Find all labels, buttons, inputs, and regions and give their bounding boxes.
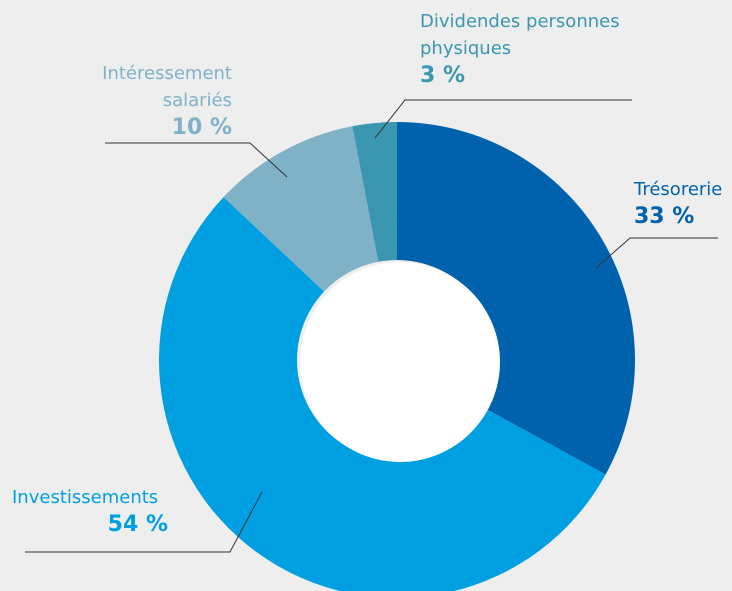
slice — [397, 122, 636, 475]
slice-label: Investissements 54 % — [12, 484, 168, 539]
slice — [158, 197, 606, 591]
slice — [352, 122, 397, 262]
leader-lines — [25, 99, 718, 553]
value-label: 3 % — [420, 63, 466, 88]
leader-line — [595, 237, 718, 269]
value-label: 54 % — [107, 512, 168, 537]
leader-line — [105, 142, 288, 178]
category-label: Dividendes personnes physiques — [420, 11, 620, 59]
slice-label: Dividendes personnes physiques 3 % — [420, 8, 650, 90]
value-label: 10 % — [171, 115, 232, 140]
value-label: 33 % — [634, 204, 695, 229]
category-label: Intéressement salariés — [102, 63, 232, 111]
leader-line — [374, 99, 632, 139]
slice — [223, 126, 379, 292]
slice-label: Intéressement salariés 10 % — [72, 60, 232, 142]
slice-label: Trésorerie 33 % — [634, 176, 722, 231]
category-label: Investissements — [12, 487, 159, 508]
leader-line — [25, 491, 263, 553]
donut-hole — [300, 262, 500, 462]
category-label: Trésorerie — [634, 179, 723, 200]
